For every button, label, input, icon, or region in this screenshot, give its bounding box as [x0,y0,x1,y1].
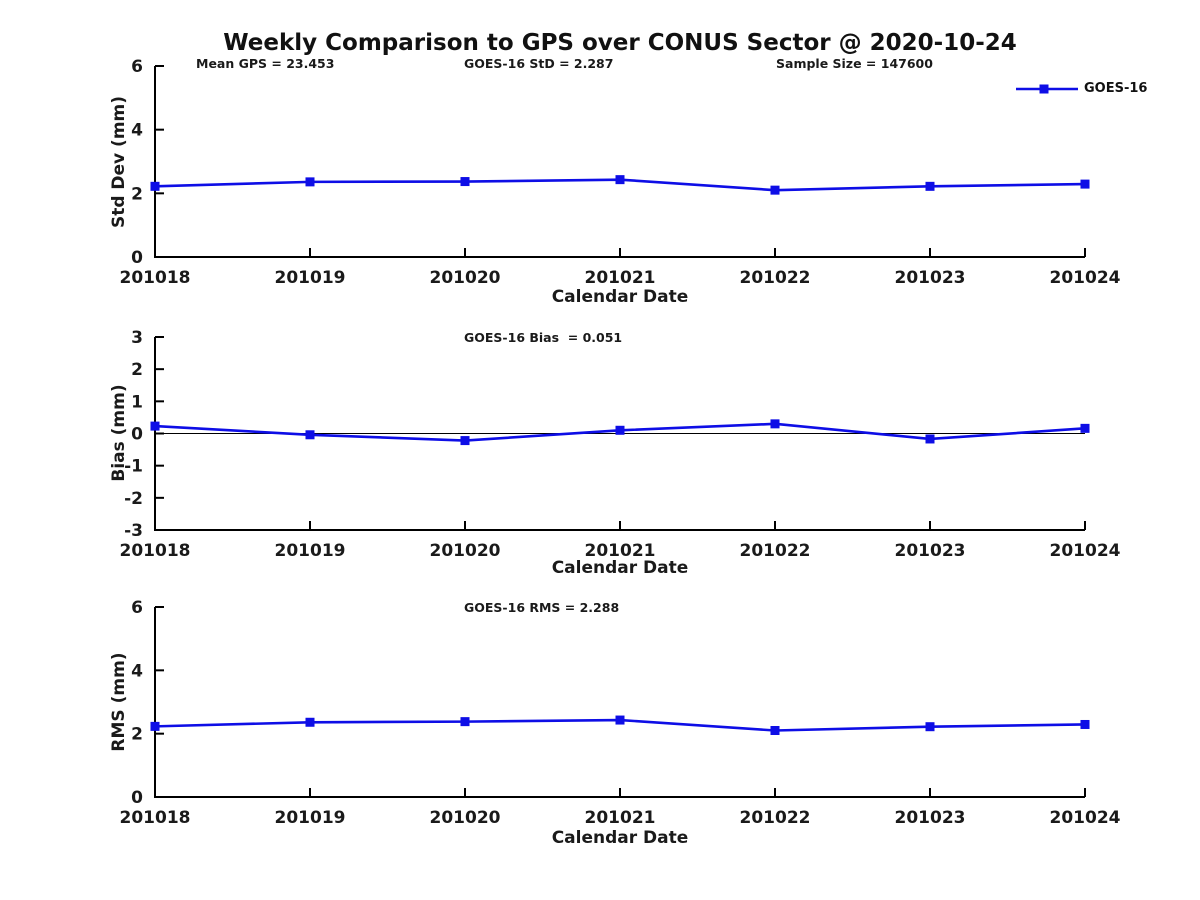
svg-text:0: 0 [131,425,143,445]
rms-y-axis-label: RMS (mm) [109,652,129,752]
svg-text:2: 2 [131,184,143,204]
svg-text:201019: 201019 [275,268,346,288]
svg-text:201019: 201019 [275,808,346,828]
svg-text:6: 6 [131,598,143,618]
svg-text:201022: 201022 [740,541,811,561]
stddev-x-axis-label: Calendar Date [551,287,689,307]
svg-text:4: 4 [131,121,143,141]
bias-y-axis-label: Bias (mm) [109,384,129,482]
svg-text:0: 0 [131,788,143,808]
svg-text:201023: 201023 [895,808,966,828]
svg-text:6: 6 [131,57,143,77]
svg-text:2: 2 [131,725,143,745]
svg-text:201018: 201018 [120,808,191,828]
svg-text:0: 0 [131,248,143,268]
svg-text:-1: -1 [124,457,143,477]
legend-label: GOES-16 [1084,81,1148,96]
figure-title: Weekly Comparison to GPS over CONUS Sect… [223,30,1017,56]
annotation-mean-gps: Mean GPS = 23.453 [196,56,335,71]
legend: GOES-16 [1016,81,1147,96]
svg-text:201019: 201019 [275,541,346,561]
svg-text:201024: 201024 [1050,541,1121,561]
svg-text:201020: 201020 [430,808,501,828]
annotation-goes16-bias: GOES-16 Bias = 0.051 [464,330,623,345]
svg-text:201021: 201021 [585,268,656,288]
svg-text:3: 3 [131,328,143,348]
annotation-sample-size: Sample Size = 147600 [776,56,933,71]
svg-text:201021: 201021 [585,541,656,561]
svg-text:201021: 201021 [585,808,656,828]
svg-text:201023: 201023 [895,268,966,288]
svg-text:1: 1 [131,392,143,412]
svg-text:-3: -3 [124,521,143,541]
svg-text:2: 2 [131,360,143,380]
svg-text:201020: 201020 [430,541,501,561]
annotation-goes16-std: GOES-16 StD = 2.287 [464,56,614,71]
rms-x-axis-label: Calendar Date [551,828,689,848]
svg-text:201022: 201022 [740,808,811,828]
svg-text:201018: 201018 [120,268,191,288]
svg-text:201018: 201018 [120,541,191,561]
stddev-y-axis-label: Std Dev (mm) [109,95,129,229]
legend-line-marker-icon [1016,84,1078,93]
svg-text:201022: 201022 [740,268,811,288]
svg-text:4: 4 [131,661,143,681]
annotation-goes16-rms: GOES-16 RMS = 2.288 [464,600,620,615]
svg-text:201024: 201024 [1050,268,1121,288]
svg-text:201024: 201024 [1050,808,1121,828]
bias-x-axis-label: Calendar Date [551,558,689,578]
svg-text:201020: 201020 [430,268,501,288]
svg-text:201023: 201023 [895,541,966,561]
svg-text:-2: -2 [124,489,143,509]
